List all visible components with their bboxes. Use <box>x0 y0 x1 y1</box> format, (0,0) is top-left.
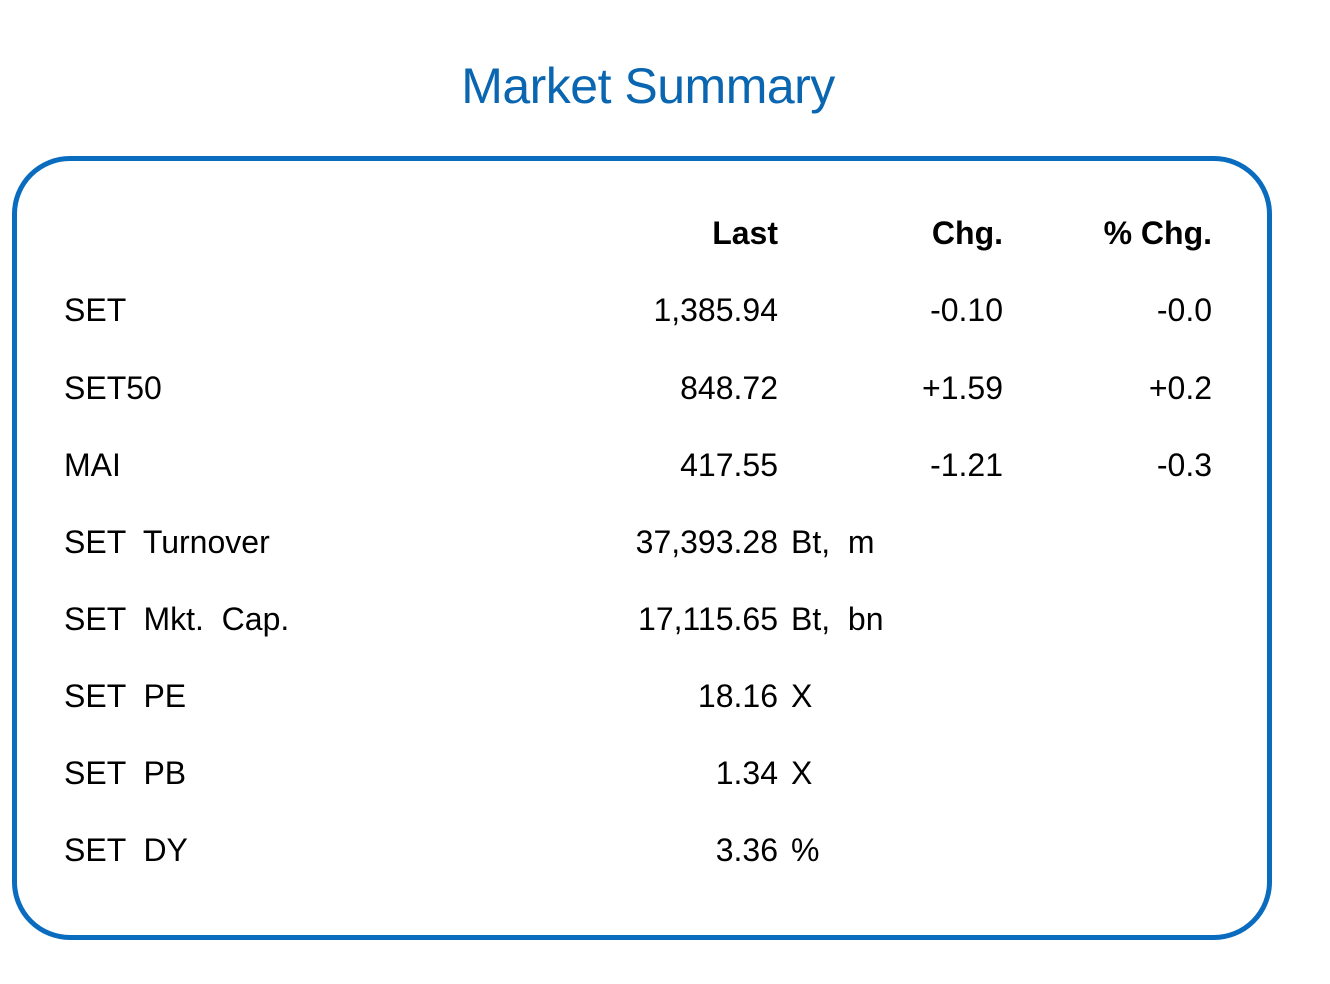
row-label: SET PE <box>64 678 187 714</box>
row-label: SET PB <box>64 755 187 791</box>
row-label: SET50 <box>64 370 162 406</box>
row-unit: Bt, bn <box>791 601 884 637</box>
row-unit: Bt, m <box>791 524 875 560</box>
column-header-pct-chg: % Chg. <box>1103 215 1212 251</box>
table-row: SET DY 3.36 % <box>0 830 1330 870</box>
row-pct-change: -0.3 <box>1156 447 1212 483</box>
table-row: SET50 848.72 +1.59 +0.2 <box>0 368 1330 408</box>
summary-panel <box>12 156 1272 940</box>
row-last-value: 1.34 <box>715 755 778 791</box>
table-row: SET PE 18.16 X <box>0 676 1330 716</box>
row-pct-change: -0.0 <box>1156 292 1212 328</box>
table-row: SET 1,385.94 -0.10 -0.0 <box>0 290 1330 330</box>
table-header: Last Chg. % Chg. <box>0 213 1330 253</box>
column-header-last: Last <box>712 215 778 251</box>
row-change: -0.10 <box>930 292 1003 328</box>
row-change: +1.59 <box>922 370 1003 406</box>
row-label: MAI <box>64 447 121 483</box>
row-change: -1.21 <box>930 447 1003 483</box>
column-header-chg: Chg. <box>931 215 1003 251</box>
row-last-value: 17,115.65 <box>638 601 778 637</box>
row-last-value: 1,385.94 <box>653 292 778 328</box>
row-pct-change: +0.2 <box>1148 370 1212 406</box>
row-last-value: 37,393.28 <box>635 524 778 560</box>
table-row: SET Mkt. Cap. 17,115.65 Bt, bn <box>0 599 1330 639</box>
row-last-value: 3.36 <box>715 832 778 868</box>
row-label: SET Mkt. Cap. <box>64 601 290 637</box>
page-title: Market Summary <box>461 58 835 114</box>
table-row: SET Turnover 37,393.28 Bt, m <box>0 522 1330 562</box>
row-last-value: 18.16 <box>697 678 778 714</box>
row-last-value: 417.55 <box>680 447 778 483</box>
row-label: SET <box>64 292 127 328</box>
row-unit: X <box>791 755 813 791</box>
row-label: SET Turnover <box>64 524 270 560</box>
row-unit: X <box>791 678 813 714</box>
table-row: SET PB 1.34 X <box>0 753 1330 793</box>
row-last-value: 848.72 <box>680 370 778 406</box>
row-label: SET DY <box>64 832 188 868</box>
row-unit: % <box>791 832 820 868</box>
table-row: MAI 417.55 -1.21 -0.3 <box>0 445 1330 485</box>
